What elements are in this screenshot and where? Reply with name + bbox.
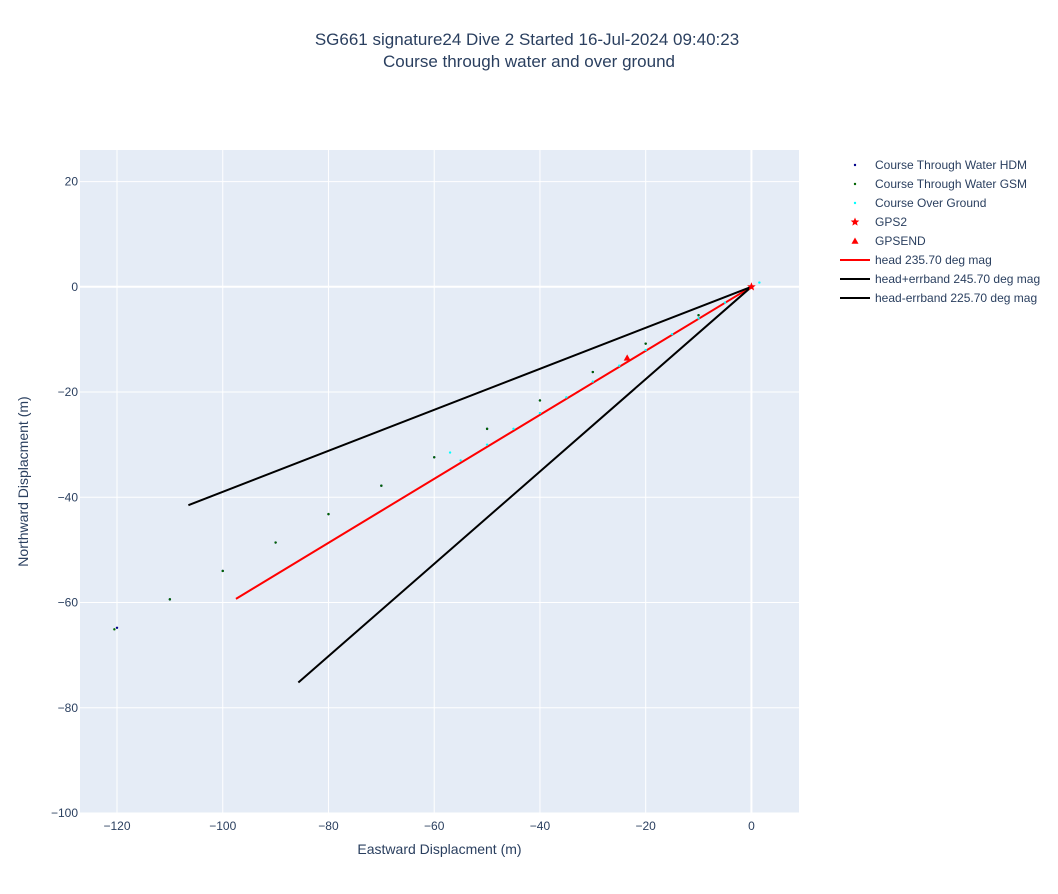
data-point [327, 512, 330, 516]
data-point [459, 459, 462, 462]
data-point [448, 451, 452, 454]
y-tick-label: −60 [58, 596, 79, 610]
legend-marker-swatch [850, 217, 860, 226]
legend-label: GPS2 [875, 215, 907, 229]
data-point [485, 443, 489, 446]
chart-title: SG661 signature24 Dive 2 Started 16-Jul-… [315, 30, 739, 49]
legend-label: GPSEND [875, 234, 926, 248]
x-tick-label: −80 [318, 819, 339, 833]
data-point [113, 628, 116, 631]
data-point [380, 484, 383, 487]
legend-label: Course Through Water HDM [875, 158, 1027, 172]
data-point [591, 380, 595, 383]
y-tick-label: −20 [58, 385, 79, 399]
data-point [565, 396, 568, 399]
x-tick-label: −60 [424, 819, 445, 833]
x-tick-label: −20 [636, 819, 657, 833]
data-point [670, 332, 674, 336]
legend-marker-swatch [853, 201, 857, 205]
legend-label: head 235.70 deg mag [875, 253, 992, 267]
plot-area [80, 150, 799, 813]
grid [80, 150, 799, 814]
y-tick-label: 0 [71, 280, 78, 294]
y-tick-label: 20 [65, 175, 79, 189]
data-point [115, 626, 119, 629]
legend-marker-swatch [853, 182, 857, 186]
legend-label: head-errband 225.70 deg mag [875, 291, 1037, 305]
data-point [538, 399, 542, 402]
data-point [758, 281, 761, 284]
x-tick-label: 0 [748, 819, 755, 833]
data-point [644, 342, 647, 345]
y-tick-label: −80 [58, 701, 79, 715]
legend-label: head+errband 245.70 deg mag [875, 272, 1040, 286]
y-tick-label: −40 [58, 490, 79, 504]
data-point [723, 301, 727, 304]
data-point [168, 598, 172, 601]
data-point [644, 348, 647, 352]
data-point [697, 317, 700, 320]
data-layer [113, 281, 761, 684]
data-point [221, 569, 224, 573]
legend-marker-swatch [853, 163, 857, 167]
chart-subtitle: Course through water and over ground [383, 52, 675, 71]
legend-label: Course Through Water GSM [875, 177, 1027, 191]
x-tick-label: −100 [209, 819, 236, 833]
data-point [485, 427, 489, 431]
y-axis-title: Northward Displacment (m) [15, 396, 31, 566]
x-tick-label: −120 [103, 819, 130, 833]
y-tick-label: −100 [51, 806, 78, 820]
data-point [274, 541, 277, 544]
data-point [433, 456, 436, 459]
data-point [697, 314, 700, 317]
data-point [591, 370, 595, 374]
legend-marker-swatch [851, 237, 859, 244]
data-point [538, 411, 542, 415]
data-point [747, 282, 756, 291]
tick-labels: −120 −100 −80 −60 −40 −20 0 20 0 −20 −40 −60 −80 −100 [51, 175, 755, 833]
legend-label: Course Over Ground [875, 196, 986, 210]
series-line [235, 285, 752, 600]
data-point [623, 354, 631, 361]
legend[interactable]: Course Through Water HDM Course Through W… [840, 158, 1040, 305]
series-line [297, 286, 753, 684]
data-point [512, 427, 515, 431]
data-point [618, 364, 621, 367]
series-line [188, 285, 752, 507]
x-tick-label: −40 [530, 819, 551, 833]
x-axis-title: Eastward Displacment (m) [357, 841, 521, 857]
